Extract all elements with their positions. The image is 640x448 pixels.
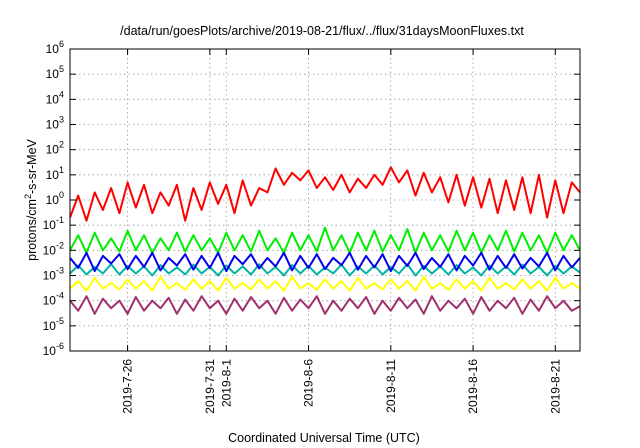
x-tick-label: 2019-7-31 [203, 359, 217, 414]
y-tick-base: 10 [46, 67, 60, 81]
y-tick-exponent: -2 [56, 240, 64, 250]
y-tick-base: 10 [46, 193, 60, 207]
y-tick-label: 100 [46, 190, 64, 207]
y-tick-base: 10 [43, 319, 57, 333]
x-tick-label: 2019-8-6 [302, 359, 316, 407]
y-axis-label-base: protons/cm [25, 199, 39, 261]
y-tick-exponent: 5 [59, 64, 64, 74]
y-tick-base: 10 [43, 269, 57, 283]
y-tick-exponent: 3 [59, 115, 64, 125]
axis-ticks [70, 48, 580, 352]
y-tick-label: 103 [46, 115, 64, 132]
y-tick-base: 10 [46, 143, 60, 157]
y-tick-exponent: 6 [59, 39, 64, 49]
y-tick-exponent: 2 [59, 140, 64, 150]
y-tick-label: 10-5 [43, 316, 64, 333]
y-tick-base: 10 [46, 118, 60, 132]
y-tick-label: 102 [46, 140, 64, 157]
y-tick-label: 101 [46, 165, 64, 182]
y-tick-exponent: -6 [56, 341, 64, 351]
series-line-1 [70, 166, 580, 222]
x-tick-label: 2019-7-26 [121, 359, 135, 414]
x-tick-label: 2019-8-1 [219, 359, 233, 407]
y-tick-base: 10 [43, 243, 57, 257]
x-tick-label: 2019-8-11 [384, 359, 398, 413]
y-tick-exponent: 0 [59, 190, 64, 200]
y-tick-exponent: 4 [59, 89, 64, 99]
series-group [70, 166, 580, 315]
x-tick-label: 2019-8-16 [466, 359, 480, 414]
series-line-6 [70, 295, 580, 315]
series-line-2 [70, 226, 580, 254]
x-tick-label: 2019-8-21 [548, 359, 562, 414]
y-tick-base: 10 [43, 294, 57, 308]
y-axis-label-sup: 2 [23, 194, 33, 199]
series-line-5 [70, 275, 580, 292]
y-tick-label: 10-6 [43, 341, 64, 358]
y-tick-label: 10-3 [43, 266, 64, 283]
y-axis-label-rest: -s-sr-MeV [25, 138, 39, 194]
y-tick-base: 10 [46, 92, 60, 106]
y-tick-exponent: -1 [56, 215, 64, 225]
x-tick-labels: 2019-7-26 2019-7-31 2019-8-1 2019-8-6 2019-8… [121, 359, 563, 414]
chart-title: /data/run/goesPlots/archive/2019-08-21/f… [120, 24, 524, 38]
y-tick-label: 10-1 [43, 215, 64, 232]
y-tick-label: 105 [46, 64, 64, 81]
series-line-4 [70, 251, 580, 273]
y-tick-exponent: -4 [56, 291, 64, 301]
y-tick-labels: 10-610-510-410-310-210-11001011021031041… [43, 39, 64, 358]
y-tick-label: 10-2 [43, 240, 64, 257]
y-tick-base: 10 [43, 218, 57, 232]
y-tick-exponent: 1 [59, 165, 64, 175]
y-tick-exponent: -3 [56, 266, 64, 276]
y-tick-label: 106 [46, 39, 64, 56]
x-axis-label: Coordinated Universal Time (UTC) [228, 431, 420, 445]
y-tick-base: 10 [43, 344, 57, 358]
grid [70, 49, 580, 351]
y-axis-label: protons/cm2-s-sr-MeV [23, 138, 39, 260]
y-tick-base: 10 [46, 168, 60, 182]
y-tick-exponent: -5 [56, 316, 64, 326]
y-tick-base: 10 [46, 42, 60, 56]
y-tick-label: 10-4 [43, 291, 64, 308]
y-tick-label: 104 [46, 89, 64, 106]
